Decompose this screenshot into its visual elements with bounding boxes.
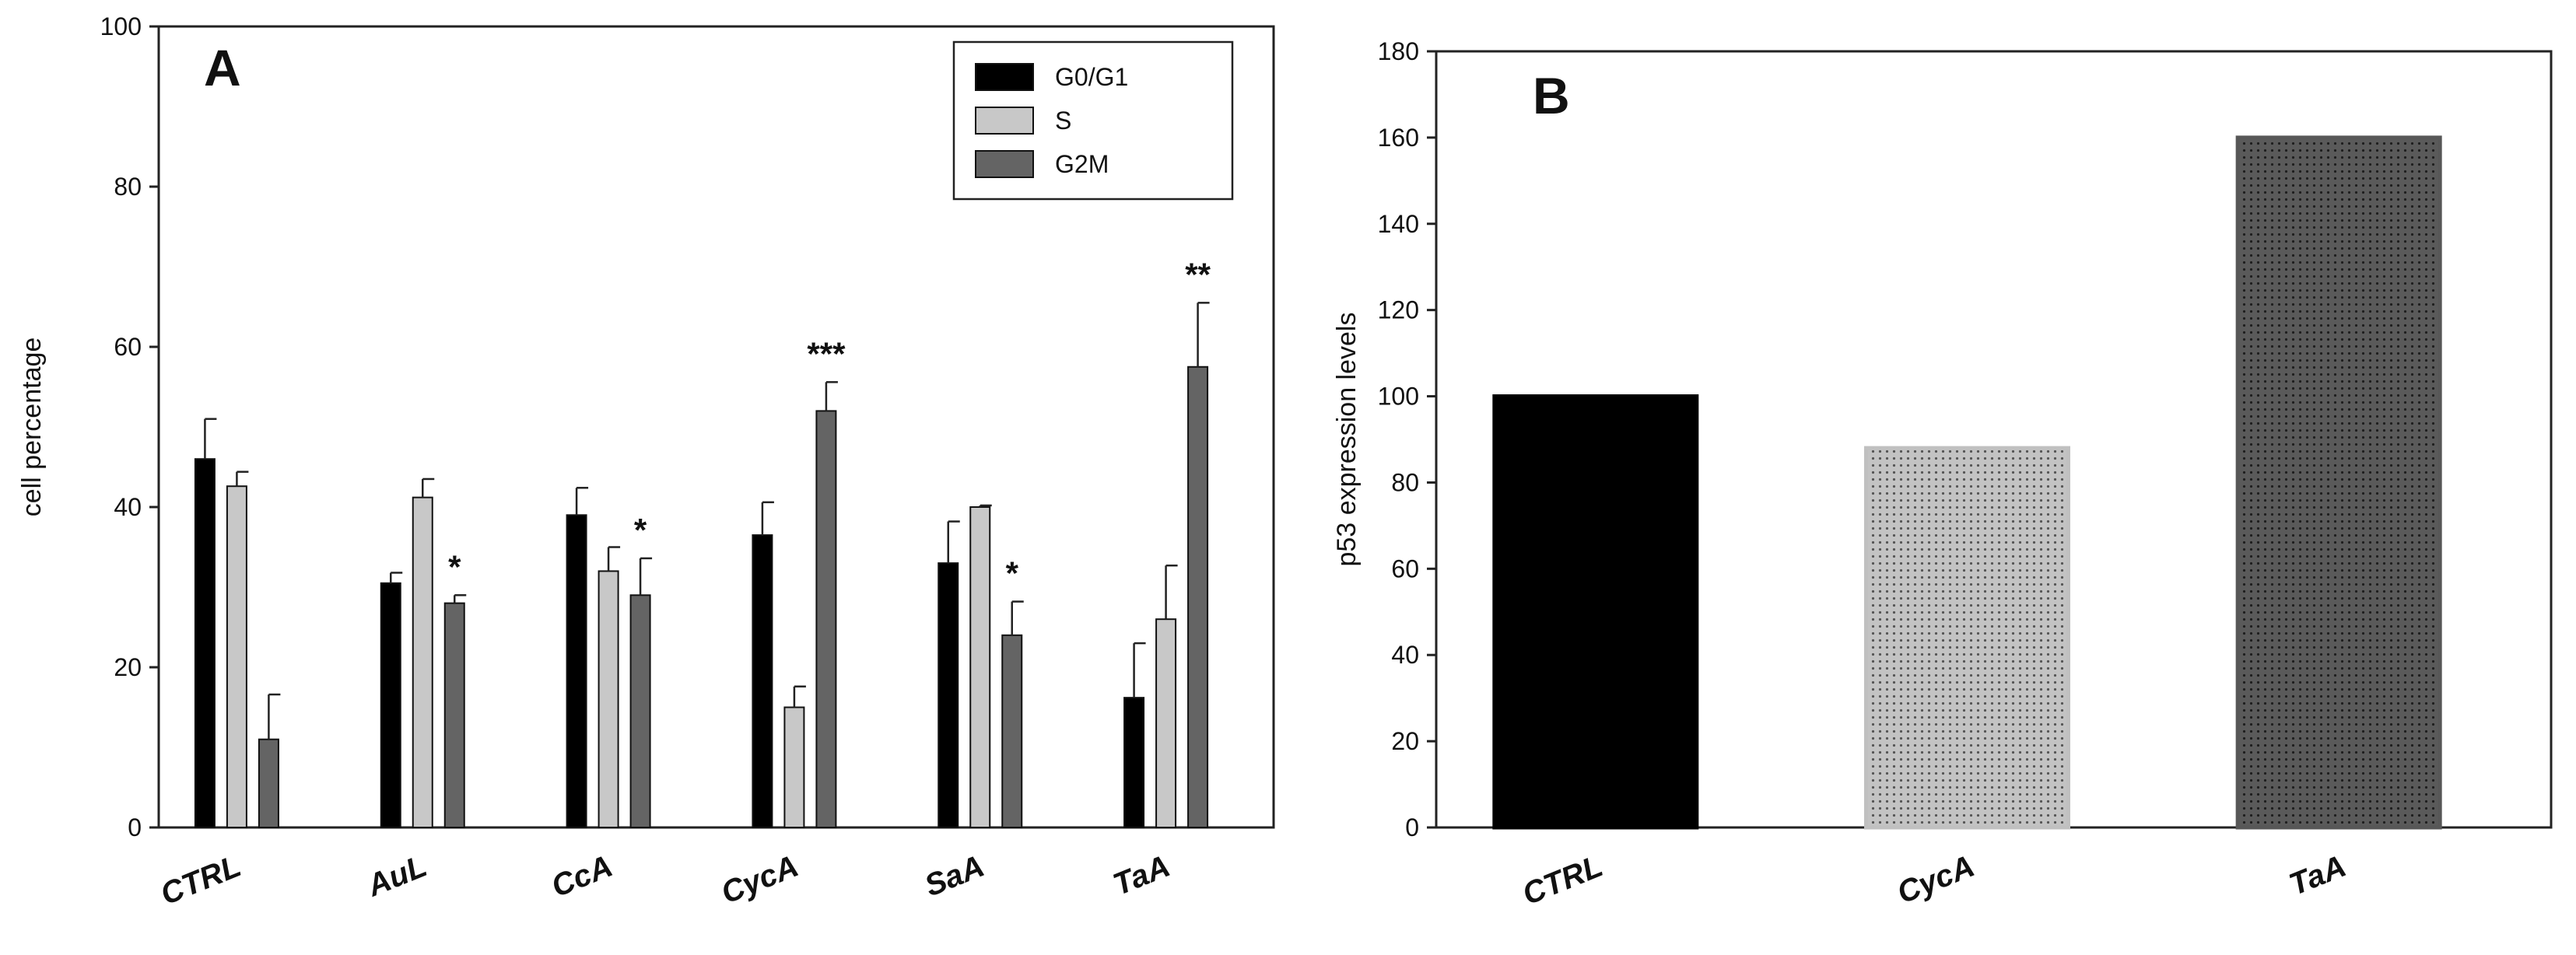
- bar-g2m-ctrl: [258, 738, 279, 829]
- bar-g2m-cyca: [815, 410, 837, 828]
- y-tick-label: 120: [1378, 296, 1419, 324]
- panel-b-y-axis-title: p53 expression levels: [1332, 313, 1362, 567]
- y-tick-label: 140: [1378, 210, 1419, 238]
- x-category-label: SaA: [920, 849, 989, 904]
- panel-a-bars: ********: [194, 256, 1211, 829]
- bar-p53-ctrl: [1492, 394, 1699, 830]
- significance-marker: ***: [807, 335, 846, 372]
- y-tick-label: 20: [1391, 727, 1419, 755]
- y-tick-label: 60: [1391, 554, 1419, 582]
- panel-b-category-labels: CTRL CycA TaA: [1518, 849, 2351, 912]
- bar-g2m-saa: [1001, 634, 1023, 828]
- panel-b-letter: B: [1533, 67, 1570, 124]
- bar-s-aul: [412, 496, 433, 828]
- panel-b-y-ticks: 0 20 40 60 80 100 120 140 160 180: [1378, 37, 1436, 841]
- legend-label: S: [1055, 107, 1071, 135]
- significance-marker: *: [448, 548, 461, 585]
- legend-label: G2M: [1055, 150, 1109, 178]
- legend-label: G0/G1: [1055, 63, 1128, 91]
- panel-a-y-ticks: 0 20 40 60 80 100: [100, 12, 159, 841]
- bar-s-saa: [969, 506, 991, 828]
- x-category-label: TaA: [1109, 849, 1175, 903]
- bar-p53-taa: [2235, 135, 2442, 830]
- significance-marker: *: [1006, 555, 1019, 592]
- bar-g2m-aul: [443, 602, 465, 828]
- panel-a-plot-frame: [157, 25, 1275, 829]
- bar-g0g1-cyca: [752, 534, 773, 828]
- legend-swatch: [975, 107, 1034, 135]
- bar-s-cyca: [783, 706, 805, 828]
- y-tick-label: 0: [128, 813, 142, 841]
- significance-marker: *: [634, 512, 647, 548]
- x-category-label: CTRL: [156, 849, 245, 912]
- y-tick-label: 100: [1378, 383, 1419, 411]
- y-tick-label: 80: [1391, 468, 1419, 496]
- bar-g2m-cca: [629, 594, 651, 828]
- y-tick-label: 160: [1378, 124, 1419, 152]
- x-category-label: AuL: [362, 849, 432, 904]
- bar-s-ctrl: [226, 485, 247, 828]
- bar-g0g1-saa: [938, 562, 959, 828]
- y-tick-label: 40: [1391, 641, 1419, 669]
- panel-a-category-labels: CTRL AuL CcA CycA SaA TaA: [156, 849, 1175, 912]
- x-category-label: CTRL: [1518, 849, 1607, 912]
- panel-a-y-axis-title: cell percentage: [17, 338, 47, 517]
- y-tick-label: 80: [114, 173, 142, 201]
- x-category-label: CycA: [717, 849, 803, 911]
- bar-p53-cyca: [1864, 446, 2070, 830]
- significance-marker: **: [1185, 256, 1211, 292]
- x-category-label: CcA: [547, 849, 618, 904]
- bar-g2m-taa: [1187, 366, 1209, 828]
- y-tick-label: 0: [1405, 813, 1419, 841]
- bar-g0g1-aul: [380, 582, 401, 828]
- y-tick-label: 180: [1378, 37, 1419, 65]
- panel-a-legend: G0/G1 S G2M: [952, 40, 1234, 201]
- x-category-label: CycA: [1893, 849, 1979, 911]
- legend-swatch: [975, 150, 1034, 178]
- bar-s-taa: [1155, 618, 1177, 828]
- bar-g0g1-cca: [566, 514, 587, 828]
- bar-g0g1-ctrl: [194, 458, 216, 828]
- y-tick-label: 40: [114, 493, 142, 521]
- y-tick-label: 20: [114, 653, 142, 681]
- panel-a-letter: A: [204, 39, 241, 96]
- panel-b: 0 20 40 60 80 100 120 140 160 180 CTRL CycA TaA p53…: [1332, 37, 2553, 912]
- y-tick-label: 100: [100, 12, 142, 40]
- x-category-label: TaA: [2284, 849, 2350, 903]
- legend-swatch: [975, 63, 1034, 91]
- panel-b-bars: [1492, 135, 2442, 830]
- bar-s-cca: [598, 570, 619, 829]
- y-tick-label: 60: [114, 333, 142, 361]
- bar-g0g1-taa: [1123, 697, 1145, 829]
